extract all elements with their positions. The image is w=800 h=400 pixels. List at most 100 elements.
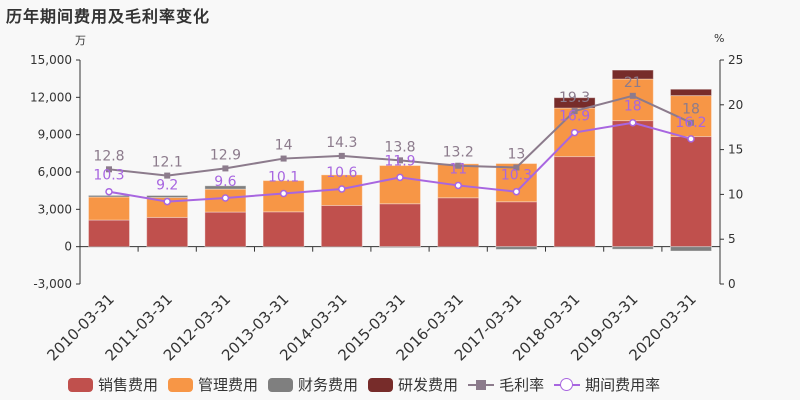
- bar-segment: [670, 246, 712, 252]
- gross-margin-label: 13.2: [443, 145, 474, 161]
- gross-margin-marker: [106, 166, 112, 173]
- gross-margin-label: 12.9: [210, 147, 241, 163]
- bar-segment: [437, 197, 480, 248]
- left-tick-label: 12,000: [30, 90, 72, 104]
- bar-segment: [146, 216, 189, 248]
- legend-swatch-icon: [268, 377, 294, 392]
- gross-margin-marker: [338, 152, 345, 159]
- expense-rate-label: 9.2: [156, 178, 178, 194]
- bar-segment: [670, 136, 712, 248]
- gross-margin-marker: [397, 157, 403, 164]
- legend-label: 期间费用率: [585, 376, 661, 394]
- gross-margin-label: 13: [507, 147, 525, 163]
- expense-rate-marker: [279, 189, 288, 198]
- legend-item-gross-margin[interactable]: 毛利率: [468, 374, 544, 395]
- bar-segment: [495, 201, 538, 248]
- bar-segment: [204, 185, 247, 190]
- left-tick-label: -3,000: [33, 277, 72, 291]
- expense-rate-label: 10.3: [93, 168, 124, 184]
- bar-segment: [88, 196, 130, 221]
- gross-margin-marker: [164, 172, 171, 179]
- line-circle-marker-icon: [554, 377, 581, 392]
- expense-rate-marker: [512, 187, 521, 196]
- gross-margin-marker: [280, 155, 287, 162]
- gross-margin-label: 18: [682, 102, 700, 118]
- legend-item-admin[interactable]: 管理费用: [168, 374, 258, 395]
- right-tick-label: 20: [728, 98, 743, 112]
- expense-rate-label: 10.3: [501, 168, 532, 184]
- bar-segment: [88, 219, 130, 248]
- bar-segment: [437, 163, 480, 199]
- expense-rate-marker: [396, 173, 404, 182]
- bar-segment: [146, 195, 189, 199]
- legend-label: 财务费用: [298, 376, 359, 394]
- expense-rate-marker: [105, 187, 113, 196]
- gross-margin-marker: [455, 162, 462, 169]
- left-tick-label: 3,000: [38, 202, 72, 216]
- bar-segment: [379, 165, 421, 205]
- expense-rate-label: 16.2: [675, 115, 706, 131]
- legend-item-rnd[interactable]: 研发费用: [368, 374, 458, 395]
- gross-margin-label: 14.3: [326, 135, 357, 151]
- bar-segment: [204, 211, 247, 248]
- gross-margin-label: 13.8: [384, 139, 415, 155]
- left-tick-label: 6,000: [38, 165, 72, 179]
- bar-segment: [611, 69, 654, 80]
- bar-segment: [495, 246, 538, 250]
- legend-swatch-icon: [168, 377, 194, 392]
- gross-margin-label: 19.3: [559, 90, 590, 106]
- bar-segment: [553, 156, 596, 248]
- gross-margin-marker: [513, 164, 520, 171]
- bar-segment: [262, 180, 305, 213]
- legend-item-finance[interactable]: 财务费用: [268, 374, 358, 395]
- bar-segment: [320, 204, 363, 248]
- gross-margin-label: 21: [624, 75, 642, 91]
- bar-segment: [553, 97, 596, 109]
- left-axis-unit: 万: [75, 34, 86, 47]
- bar-segment: [670, 88, 712, 97]
- legend-item-sales[interactable]: 销售费用: [68, 374, 158, 395]
- expense-rate-label: 11: [449, 161, 467, 177]
- expense-rate-marker: [338, 185, 346, 193]
- right-tick-label: 15: [728, 143, 743, 157]
- legend-item-expense-rate[interactable]: 期间费用率: [554, 374, 660, 395]
- line-square-marker-icon: [468, 378, 495, 392]
- expense-rate-label: 18: [624, 99, 642, 115]
- chart-title: 历年期间费用及毛利率变化: [6, 7, 211, 26]
- bar-segment: [379, 246, 421, 249]
- left-tick-label: 9,000: [38, 128, 72, 142]
- expense-rate-label: 11.9: [384, 153, 415, 169]
- right-tick-label: 25: [728, 53, 743, 67]
- gross-margin-marker: [222, 165, 229, 172]
- expense-rate-label: 10.1: [268, 170, 299, 186]
- expense-rate-marker: [221, 194, 230, 202]
- expense-rate-marker: [629, 118, 637, 127]
- bar-segment: [611, 246, 654, 250]
- bar-segment: [379, 203, 421, 248]
- bar-segment: [611, 120, 654, 248]
- legend-label: 销售费用: [98, 376, 159, 394]
- right-tick-label: 5: [728, 232, 736, 246]
- chart-legend: 销售费用 管理费用 财务费用 研发费用 毛利率 期间费用率: [68, 374, 670, 395]
- expense-rate-marker: [570, 128, 579, 137]
- gross-margin-marker: [571, 108, 578, 115]
- right-tick-label: 10: [728, 187, 743, 201]
- expense-rate-label: 9.6: [214, 174, 236, 190]
- gross-margin-marker: [688, 119, 694, 126]
- expense-rate-marker: [454, 181, 462, 190]
- legend-label: 毛利率: [499, 376, 545, 394]
- expense-rate-label: 16.9: [559, 109, 590, 125]
- expense-rate-label: 10.6: [326, 165, 357, 181]
- gross-margin-label: 12.1: [152, 155, 183, 171]
- legend-label: 研发费用: [398, 376, 459, 394]
- legend-swatch-icon: [368, 377, 394, 392]
- legend-label: 管理费用: [198, 376, 259, 394]
- gross-margin-marker: [629, 92, 636, 99]
- bar-segment: [88, 194, 130, 198]
- left-tick-label: 0: [64, 240, 72, 254]
- right-axis-unit: %: [714, 32, 725, 45]
- expense-rate-marker: [163, 197, 171, 206]
- gross-margin-label: 12.8: [93, 148, 124, 164]
- expense-rate-marker: [687, 135, 695, 143]
